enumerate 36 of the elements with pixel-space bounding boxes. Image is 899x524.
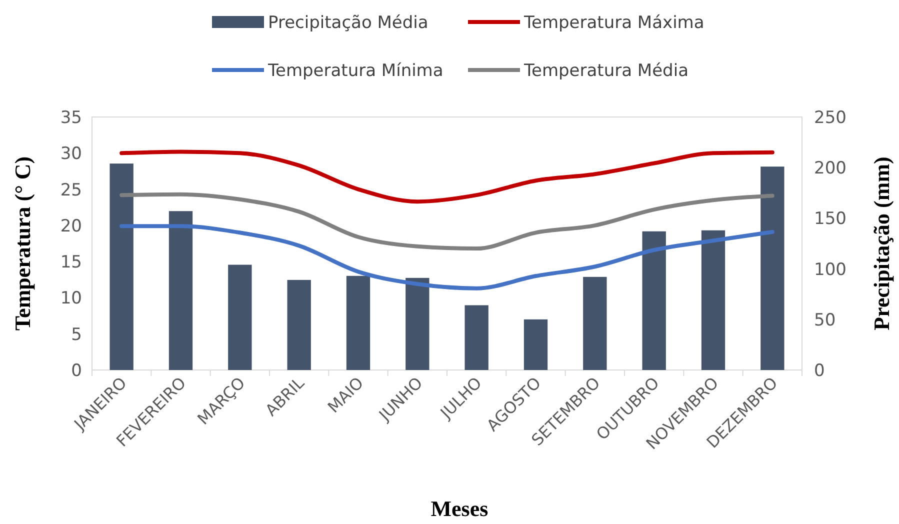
y2-tick-label: 0 — [814, 361, 825, 381]
y2-axis-title: Precipitação (mm) — [869, 156, 894, 330]
legend-label: Temperatura Média — [523, 61, 688, 81]
x-axis-title: Meses — [430, 496, 489, 521]
y-tick-label: 5 — [71, 324, 82, 345]
line-series — [120, 150, 774, 204]
bar — [406, 278, 430, 370]
bar — [701, 230, 726, 370]
bar — [287, 280, 311, 370]
y2-tick-label: 250 — [814, 108, 846, 128]
y-tick-label: 0 — [71, 361, 82, 381]
bar — [110, 164, 134, 370]
y-axis-title: Temperatura (° C) — [10, 156, 35, 331]
y-tick-label: 25 — [60, 180, 82, 200]
y-tick-label: 10 — [60, 288, 82, 309]
line-series — [120, 192, 774, 251]
bar — [524, 319, 548, 370]
bar — [464, 305, 488, 370]
bar — [760, 166, 784, 370]
y-tick-label: 15 — [60, 252, 82, 273]
bar — [168, 211, 193, 370]
y-tick-label: 30 — [60, 144, 82, 164]
y-tick-label: 35 — [60, 108, 82, 128]
y2-tick-label: 200 — [814, 158, 846, 179]
legend-label: Precipitação Média — [268, 13, 428, 33]
bar — [583, 276, 607, 370]
legend-label: Temperatura Mínima — [267, 61, 444, 81]
bar — [642, 231, 666, 370]
line-series — [120, 224, 774, 290]
y2-tick-label: 50 — [814, 310, 836, 330]
legend-label: Temperatura Máxima — [523, 13, 704, 33]
y-tick-label: 20 — [60, 216, 82, 236]
y2-tick-label: 100 — [814, 260, 846, 280]
bar — [228, 264, 252, 370]
bar — [346, 276, 370, 370]
y2-tick-label: 150 — [814, 209, 846, 230]
